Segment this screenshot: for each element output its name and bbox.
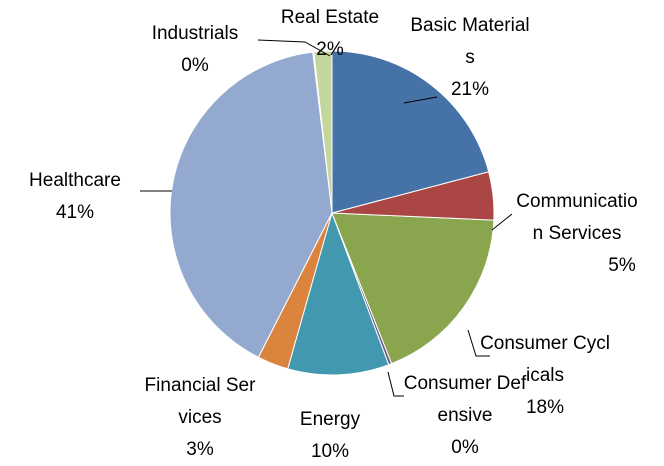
data-label: Industrials 0% bbox=[135, 18, 255, 82]
value-label: 3% bbox=[186, 439, 214, 460]
data-label: Healthcare 41% bbox=[10, 165, 140, 229]
category-label: Industrials bbox=[151, 23, 239, 44]
category-label: Energy bbox=[299, 409, 361, 430]
leader-line bbox=[467, 329, 490, 357]
value-label: 0% bbox=[181, 55, 209, 76]
data-label: Communication Services 5% bbox=[512, 186, 664, 282]
value-label: 10% bbox=[310, 441, 350, 462]
data-label: Basic Materials 21% bbox=[410, 10, 530, 106]
category-label: Consumer Cyclicals bbox=[480, 333, 610, 386]
pie-slice bbox=[287, 211, 390, 376]
category-label: Basic Materials bbox=[410, 15, 530, 68]
value-label: 41% bbox=[55, 202, 95, 223]
pie-slice bbox=[331, 212, 495, 365]
category-label: Financial Services bbox=[144, 375, 256, 428]
value-label: 21% bbox=[450, 79, 490, 100]
leader-line bbox=[491, 213, 513, 231]
data-label: Consumer Defensive 0% bbox=[400, 368, 530, 464]
pie-slice bbox=[331, 50, 490, 214]
category-label: Healthcare bbox=[29, 170, 121, 191]
category-label: Real Estate bbox=[280, 7, 380, 28]
pie-slice bbox=[169, 51, 333, 359]
leader-line bbox=[403, 96, 438, 104]
category-label: Communication Services bbox=[516, 191, 638, 244]
data-label: Real Estate 2% bbox=[270, 2, 390, 66]
value-label: 5% bbox=[608, 255, 636, 276]
data-label: Energy 10% bbox=[280, 404, 380, 466]
category-label: Consumer Defensive bbox=[403, 373, 527, 426]
value-label: 18% bbox=[525, 397, 565, 418]
leader-line bbox=[387, 371, 404, 397]
value-label: 0% bbox=[451, 437, 479, 458]
leader-line bbox=[257, 39, 331, 57]
value-label: 2% bbox=[316, 39, 344, 60]
leader-lines bbox=[140, 39, 513, 397]
data-label: Financial Services 3% bbox=[140, 370, 260, 466]
data-label: Consumer Cyclicals 18% bbox=[480, 328, 610, 424]
